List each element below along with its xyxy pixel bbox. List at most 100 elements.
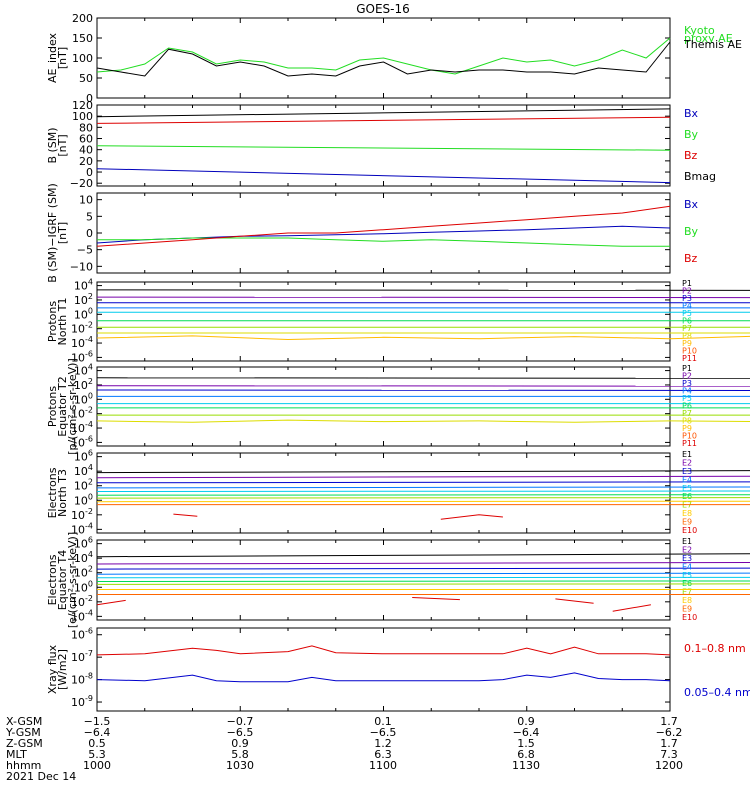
series-label: E2 [682,545,692,554]
panel-frame [96,539,671,621]
series-label: E5 [682,571,692,580]
series-line-p2 [96,296,750,299]
y-tick-label: −5 [77,244,93,257]
y-axis-label: [nT] [56,47,69,69]
panel-frame [96,192,671,274]
y-tick-label: 10-7 [71,649,93,664]
y-tick-label: 150 [72,32,93,45]
orbit-row-label: MLT [6,748,27,761]
y-axis-label: [nT] [56,222,69,244]
y-tick-label: 10-2 [71,507,93,522]
y-tick-label: 200 [72,12,93,25]
orbit-value: 6.3 [374,748,392,761]
series-line-e10 [555,598,594,604]
series-line-e10 [612,604,651,612]
y-tick-label: 102 [74,292,93,307]
panel-frame [96,452,671,534]
y-tick-label: 100 [74,306,93,321]
series-label: P8 [682,332,692,341]
series-label: 0.05–0.4 nm [684,686,750,699]
orbit-value: −6.4 [513,726,540,739]
series-label: P7 [682,324,692,333]
orbit-row-label: X-GSM [6,715,42,728]
y-axis-label: Equator T2 [56,376,69,436]
plot-title: GOES-16 [356,2,410,16]
series-label: Themis AE [683,38,742,51]
panel-xray: 10-6 10-7 10-8 10-9 Xray flux[W/m2] 0.1–0.8 n… [46,627,750,712]
y-axis-label: [e/(cm²-s-sr-keV)] [66,532,79,628]
orbit-value: 7.3 [660,748,678,761]
panel-frame [96,104,671,187]
y-axis-label: [W/m2] [56,649,69,690]
series-label: E4 [682,475,692,484]
series-line-e4 [96,486,750,489]
series-line-e10 [96,599,126,606]
orbit-value: 6.8 [517,748,535,761]
series-label: Bz [684,252,698,265]
orbit-value: 5.8 [231,748,249,761]
y-tick-label: 60 [79,133,93,146]
series-line-e1 [96,553,750,558]
orbit-value: 5.3 [88,748,106,761]
series-label: P4 [682,387,692,396]
y-axis-label: North T3 [56,469,69,517]
series-line-by [96,145,671,151]
series-label: E7 [682,501,692,510]
y-axis-label: Electrons [46,467,59,518]
y-axis-label: B (SM) [46,127,59,163]
panel-frame [96,366,671,447]
series-label: By [684,225,699,238]
orbit-value: 0.5 [88,737,106,750]
y-tick-label: 10-2 [71,321,93,336]
series-label: E8 [682,509,692,518]
series-label: Bz [684,149,698,162]
orbit-value: −1.5 [84,715,111,728]
series-label: P8 [682,417,692,426]
y-axis-label: Xray flux [46,644,59,694]
series-line-0-1-0-8-nm [96,645,671,656]
series-label: E3 [682,467,692,476]
series-label: E6 [682,492,692,501]
series-label: P1 [682,279,692,288]
series-label: P5 [682,394,692,403]
y-tick-label: 5 [86,210,93,223]
orbit-row-label: Y-GSM [5,726,41,739]
orbit-value: 1.2 [374,737,392,750]
series-line-by [97,237,670,247]
series-label: 0.1–0.8 nm [684,642,746,655]
y-tick-label: 10-9 [71,694,93,709]
series-label: E9 [682,518,692,527]
y-tick-label: 0 [86,92,93,105]
series-line-e5 [96,490,750,492]
orbit-value: 0.1 [374,715,392,728]
series-line-e4 [96,572,750,575]
series-label: E1 [682,450,692,459]
series-label: E3 [682,554,692,563]
series-label: P10 [682,432,697,441]
series-line-bx [96,168,671,184]
series-label: P1 [682,364,692,373]
series-label: P11 [682,439,697,448]
y-axis-label: Electrons [46,554,59,605]
series-label: P6 [682,402,692,411]
series-line-e6 [96,580,750,582]
series-label: Kyoto [684,24,715,37]
y-tick-label: 10-8 [71,672,93,687]
series-line-p1 [96,377,750,379]
series-line-themis-ae [96,41,671,77]
orbit-value: −6.2 [656,726,683,739]
y-tick-label: 10-4 [71,335,93,350]
orbit-value: 1.5 [517,737,535,750]
y-tick-label: 0 [86,166,93,179]
orbit-value: 1000 [83,759,111,772]
series-line-e10 [173,513,198,517]
orbit-value: 1030 [226,759,254,772]
series-line-p1 [96,289,750,291]
series-label: P3 [682,294,692,303]
series-label: P10 [682,347,697,356]
y-tick-label: 10-6 [71,627,93,642]
orbit-value: 0.9 [517,715,535,728]
series-line-e3 [96,481,750,484]
